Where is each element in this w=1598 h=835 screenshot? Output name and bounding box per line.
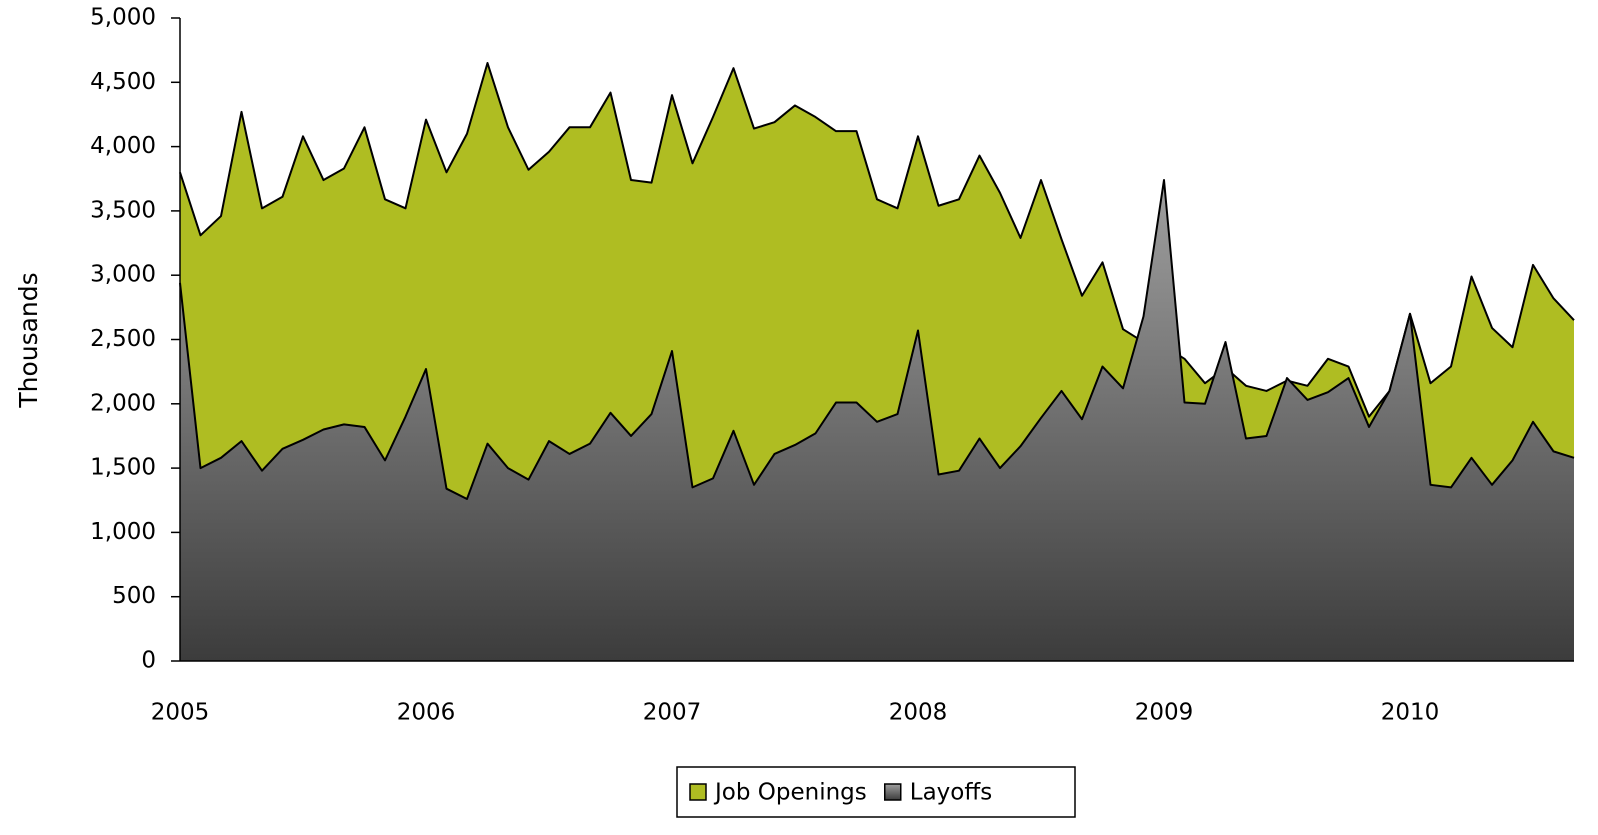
area [180,180,1574,661]
legend-label: Layoffs [910,780,992,806]
y-tick-label: 5,000 [90,5,156,31]
y-tick-label: 4,000 [90,133,156,159]
y-tick-label: 2,000 [90,390,156,416]
y-tick-label: 2,500 [90,326,156,352]
y-tick-label: 0 [141,648,156,674]
x-tick-label: 2005 [151,700,210,726]
y-axis-title: Thousands [14,272,43,408]
legend-frame [676,766,1076,818]
x-tick-label: 2009 [1135,700,1194,726]
y-tick-label: 500 [112,583,156,609]
legend-label: Job Openings [713,780,867,806]
legend-swatch [689,783,707,801]
area-outline [179,179,1575,500]
x-tick-label: 2007 [643,700,702,726]
legend: Job Openings Layoffs [676,766,1076,818]
x-tick-label: 2010 [1381,700,1440,726]
x-tick-label: 2008 [889,700,948,726]
y-tick-label: 3,000 [90,262,156,288]
legend-swatch [884,783,902,801]
y-tick-label: 1,500 [90,455,156,481]
area-outline [179,62,1575,418]
y-tick-label: 4,500 [90,69,156,95]
y-tick-label: 1,000 [90,519,156,545]
x-tick-label: 2006 [397,700,456,726]
y-tick-label: 3,500 [90,197,156,223]
